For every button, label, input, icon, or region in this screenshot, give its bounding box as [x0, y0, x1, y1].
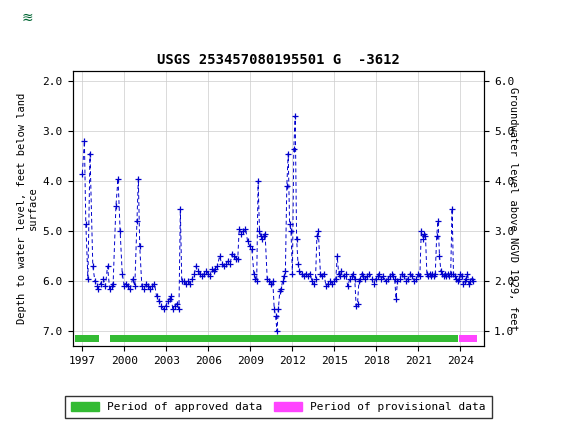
Bar — [3, 3, 52, 32]
Text: USGS: USGS — [70, 9, 125, 27]
Title: USGS 253457080195501 G  -3612: USGS 253457080195501 G -3612 — [157, 53, 400, 67]
Y-axis label: Groundwater level above NGVD 1929, feet: Groundwater level above NGVD 1929, feet — [509, 87, 519, 330]
Y-axis label: Depth to water level, feet below land
surface: Depth to water level, feet below land su… — [17, 93, 38, 324]
Text: ≋: ≋ — [21, 11, 34, 25]
Legend: Period of approved data, Period of provisional data: Period of approved data, Period of provi… — [65, 396, 492, 418]
